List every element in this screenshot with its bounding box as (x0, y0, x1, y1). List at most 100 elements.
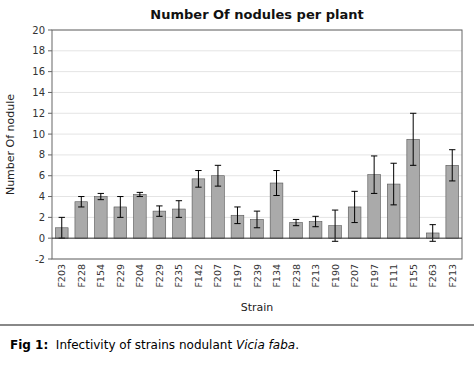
chart-container: -202468101214161820F203F228F154F229F204F… (0, 0, 474, 389)
error-line (159, 206, 160, 216)
y-tick (48, 30, 52, 31)
grid-line (52, 175, 462, 176)
x-tick-label: F197 (369, 264, 380, 288)
x-axis-label: Strain (241, 301, 274, 314)
y-grid (48, 30, 462, 259)
error-bar (332, 210, 338, 241)
error-cap (254, 211, 260, 212)
error-line (237, 207, 238, 224)
y-tick (48, 259, 52, 260)
y-tick-label: 8 (39, 149, 45, 160)
y-tick (48, 196, 52, 197)
error-line (335, 210, 336, 241)
error-line (178, 201, 179, 218)
error-cap (98, 193, 104, 194)
caption-separator (0, 324, 474, 326)
error-cap (234, 223, 240, 224)
chart-title: Number Of nodules per plant (150, 7, 363, 22)
error-cap (430, 224, 436, 225)
error-line (413, 113, 414, 165)
x-tick-label: F154 (95, 264, 106, 288)
error-line (257, 211, 258, 228)
error-cap (234, 206, 240, 207)
error-line (61, 217, 62, 238)
x-tick-label: F229 (154, 264, 165, 288)
grid-line (52, 113, 462, 114)
error-bar (273, 171, 279, 196)
error-cap (137, 196, 143, 197)
error-bar (293, 219, 299, 225)
caption-part: . (295, 338, 299, 352)
error-cap (410, 165, 416, 166)
y-tick-label: 12 (32, 108, 45, 119)
error-line (81, 197, 82, 207)
error-cap (449, 149, 455, 150)
error-bar (234, 207, 240, 224)
grid-line (52, 71, 462, 72)
bar (75, 202, 88, 238)
error-bar (312, 216, 318, 226)
error-bar (410, 113, 416, 165)
y-tick-label: 14 (32, 87, 45, 98)
x-tick-label: F239 (252, 264, 263, 288)
plot-frame (52, 30, 462, 259)
y-tick (48, 238, 52, 239)
error-bar (195, 171, 201, 188)
x-tick-label: F207 (349, 264, 360, 288)
chart-svg: -202468101214161820F203F228F154F229F204F… (0, 0, 474, 389)
error-cap (137, 192, 143, 193)
error-line (354, 191, 355, 222)
error-cap (195, 187, 201, 188)
error-cap (332, 241, 338, 242)
error-cap (117, 217, 123, 218)
x-tick-label: F190 (330, 264, 341, 288)
y-tick-label: 2 (39, 212, 45, 223)
y-tick-label: 6 (39, 170, 45, 181)
error-line (296, 219, 297, 225)
y-tick (48, 217, 52, 218)
error-cap (215, 165, 221, 166)
error-cap (59, 217, 65, 218)
x-tick-label: F263 (427, 264, 438, 288)
error-bar (449, 150, 455, 181)
error-cap (449, 180, 455, 181)
error-cap (293, 225, 299, 226)
error-line (374, 156, 375, 193)
error-bar (78, 197, 84, 207)
error-cap (410, 113, 416, 114)
error-cap (371, 155, 377, 156)
error-line (120, 197, 121, 218)
caption-part: Vicia faba (236, 338, 295, 352)
error-line (432, 225, 433, 242)
x-tick-label: F204 (134, 264, 145, 288)
grid-line (52, 196, 462, 197)
error-line (276, 171, 277, 196)
error-cap (215, 186, 221, 187)
error-cap (332, 210, 338, 211)
grid-line (52, 154, 462, 155)
y-axis-label: Number Of nodule (4, 94, 17, 195)
error-cap (273, 195, 279, 196)
y-tick (48, 175, 52, 176)
error-bar (137, 192, 143, 196)
error-bar (156, 206, 162, 216)
error-line (315, 216, 316, 226)
y-tick (48, 50, 52, 51)
error-bar (59, 217, 65, 238)
error-cap (98, 199, 104, 200)
y-tick-label: -2 (35, 254, 45, 265)
error-cap (78, 206, 84, 207)
error-cap (351, 191, 357, 192)
y-tick-label: 0 (39, 233, 45, 244)
y-tick (48, 134, 52, 135)
error-cap (390, 204, 396, 205)
y-tick (48, 154, 52, 155)
x-tick-label: F203 (56, 264, 67, 288)
y-tick-label: 18 (32, 45, 45, 56)
error-line (139, 192, 140, 196)
error-cap (176, 200, 182, 201)
x-tick-label: F213 (447, 264, 458, 288)
error-bar (176, 201, 182, 218)
error-bar (351, 191, 357, 222)
x-tick-label: F197 (232, 264, 243, 288)
